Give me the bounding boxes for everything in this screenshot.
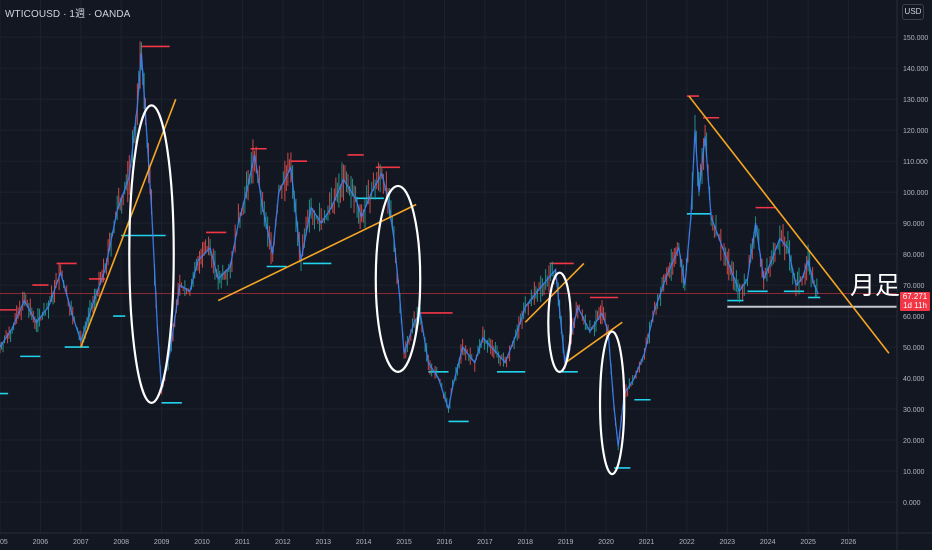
x-tick-label: 2011 <box>235 539 250 546</box>
bar-countdown: 1d 11h <box>903 301 927 310</box>
x-tick-label: 2008 <box>113 539 129 546</box>
y-tick-label: 70.000 <box>903 283 925 290</box>
y-tick-label: 30.000 <box>903 407 925 414</box>
y-tick-label: 80.000 <box>903 252 925 259</box>
x-tick-label: 2005 <box>0 539 8 546</box>
x-tick-label: 2013 <box>315 539 331 546</box>
price-line <box>0 52 819 447</box>
symbol-title[interactable]: WTICOUSD · 1週 · OANDA <box>5 9 131 20</box>
price-axis[interactable]: 0.000 10.000 20.000 30.000 40.000 50.000 60.00… <box>903 35 928 507</box>
y-tick-label: 90.000 <box>903 221 925 228</box>
annotation-text: 月足 <box>850 271 901 300</box>
grid-lines <box>0 0 897 533</box>
x-tick-label: 2009 <box>154 539 170 546</box>
currency-button[interactable]: USD <box>902 4 924 20</box>
y-tick-label: 130.000 <box>903 97 928 104</box>
annotation-ellipse <box>128 104 175 404</box>
x-tick-label: 2018 <box>517 539 533 546</box>
trend-line <box>688 95 890 354</box>
trend-lines <box>80 95 890 364</box>
y-tick-label: 100.000 <box>903 190 928 197</box>
annotation-ellipses <box>128 104 626 476</box>
annotation-ellipse <box>374 184 422 373</box>
time-axis[interactable]: 2005 2006 2007 2008 2009 2010 2011 2012 2013 2014… <box>0 539 856 546</box>
y-tick-label: 150.000 <box>903 35 928 42</box>
x-tick-label: 2019 <box>558 539 574 546</box>
x-tick-label: 2022 <box>679 539 695 546</box>
x-tick-label: 2023 <box>720 539 736 546</box>
y-tick-label: 110.000 <box>903 159 928 166</box>
trend-line <box>217 203 417 302</box>
annotation-ellipse <box>598 330 626 476</box>
last-price-tag: 67.271 1d 11h <box>900 292 930 311</box>
x-tick-label: 2007 <box>73 539 89 546</box>
price-series <box>0 41 819 451</box>
y-tick-label: 10.000 <box>903 469 925 476</box>
x-tick-label: 2006 <box>33 539 49 546</box>
x-tick-label: 2014 <box>356 539 372 546</box>
trend-line <box>524 262 585 323</box>
x-tick-label: 2020 <box>598 539 614 546</box>
x-tick-label: 2012 <box>275 539 291 546</box>
x-tick-label: 2017 <box>477 539 493 546</box>
y-tick-label: 20.000 <box>903 438 925 445</box>
x-tick-label: 2016 <box>437 539 453 546</box>
last-price-value: 67.271 <box>902 292 928 301</box>
x-tick-label: 2010 <box>194 539 210 546</box>
y-tick-label: 60.000 <box>903 314 925 321</box>
y-tick-label: 50.000 <box>903 345 925 352</box>
x-tick-label: 2026 <box>841 539 857 546</box>
y-tick-label: 120.000 <box>903 128 928 135</box>
y-tick-label: 0.000 <box>903 500 921 507</box>
trend-line <box>565 321 623 364</box>
y-tick-label: 40.000 <box>903 376 925 383</box>
y-tick-label: 140.000 <box>903 66 928 73</box>
annotation-ellipse <box>547 271 573 373</box>
x-tick-label: 2024 <box>760 539 776 546</box>
x-tick-label: 2025 <box>800 539 816 546</box>
trend-line <box>80 98 177 348</box>
x-tick-label: 2021 <box>639 539 655 546</box>
x-tick-label: 2015 <box>396 539 412 546</box>
